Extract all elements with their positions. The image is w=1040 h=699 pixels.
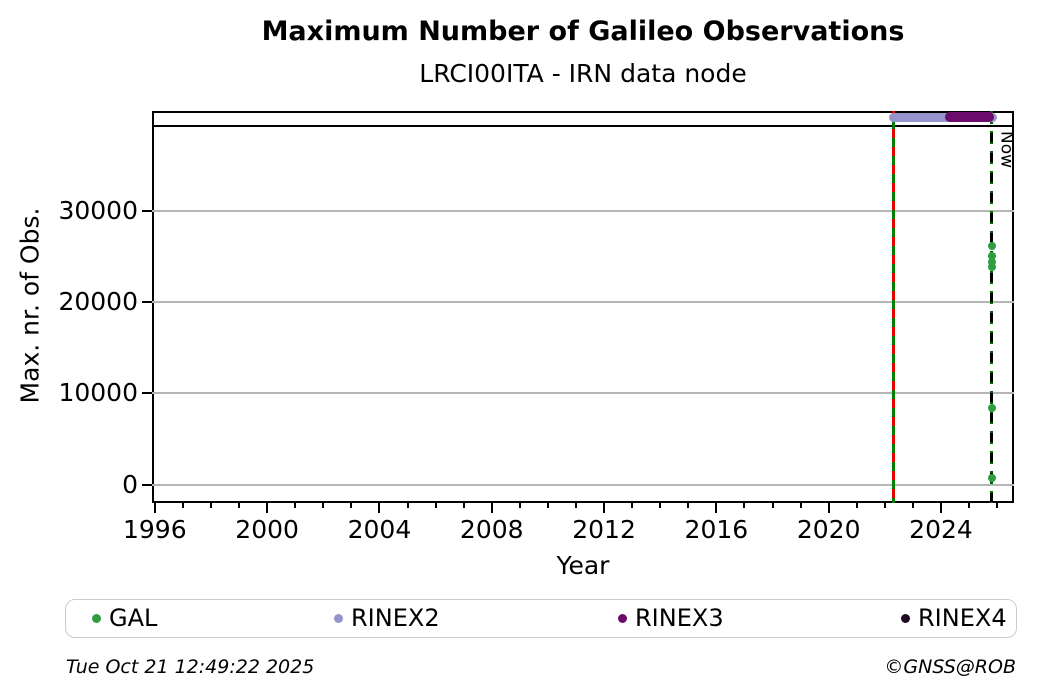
chart-subtitle: LRCI00ITA - IRN data node bbox=[419, 59, 747, 88]
legend-label: RINEX3 bbox=[635, 604, 724, 632]
x-minor-tick bbox=[490, 503, 493, 508]
x-minor-tick bbox=[968, 503, 971, 508]
x-tick-label: 2000 bbox=[235, 515, 299, 544]
y-tick-label: 0 bbox=[122, 469, 138, 499]
plot-area: Now bbox=[152, 111, 1017, 503]
x-minor-tick bbox=[687, 503, 690, 508]
x-minor-tick bbox=[518, 503, 521, 508]
x-minor-tick bbox=[153, 503, 156, 508]
gal-data-point bbox=[987, 263, 996, 272]
x-minor-tick bbox=[715, 503, 718, 508]
gridline bbox=[152, 483, 1014, 486]
x-minor-tick bbox=[883, 503, 886, 508]
gal-data-point bbox=[987, 257, 996, 266]
x-minor-tick bbox=[434, 503, 437, 508]
x-minor-tick bbox=[209, 503, 212, 508]
y-axis-label: Max. nr. of Obs. bbox=[15, 207, 45, 404]
gal-data-point bbox=[987, 252, 996, 261]
x-major-tick bbox=[827, 503, 830, 513]
gal-data-point bbox=[987, 242, 996, 251]
x-tick-label: 2004 bbox=[347, 515, 412, 544]
legend-label: GAL bbox=[109, 604, 158, 632]
y-tick bbox=[142, 392, 152, 395]
now-line-label: Now bbox=[996, 131, 1017, 169]
x-minor-tick bbox=[743, 503, 746, 508]
chart-title: Maximum Number of Galileo Observations bbox=[261, 16, 905, 47]
x-minor-tick bbox=[406, 503, 409, 508]
x-minor-tick bbox=[238, 503, 241, 508]
x-minor-tick bbox=[462, 503, 465, 508]
x-minor-tick bbox=[827, 503, 830, 508]
x-minor-tick bbox=[546, 503, 549, 508]
x-minor-tick bbox=[266, 503, 269, 508]
x-major-tick bbox=[266, 503, 269, 513]
now-line bbox=[990, 111, 994, 503]
rinex3-availability-bar bbox=[945, 112, 995, 122]
legend: GAL RINEX2 RINEX3 RINEX4 bbox=[65, 599, 1017, 638]
x-minor-tick bbox=[911, 503, 914, 508]
plot-timestamp: Tue Oct 21 12:49:22 2025 bbox=[66, 656, 315, 678]
x-minor-tick bbox=[574, 503, 577, 508]
rinex2-availability-bar bbox=[889, 113, 997, 122]
x-tick-label: 2016 bbox=[684, 515, 749, 544]
gridline bbox=[152, 209, 1014, 212]
y-tick bbox=[142, 483, 152, 486]
rinex4-marker-icon bbox=[901, 614, 910, 623]
x-axis-label: Year bbox=[556, 551, 610, 580]
x-major-tick bbox=[603, 503, 606, 513]
x-major-tick bbox=[939, 503, 942, 513]
x-minor-tick bbox=[996, 503, 999, 508]
gal-data-point bbox=[987, 403, 996, 412]
x-major-tick bbox=[490, 503, 493, 513]
x-minor-tick bbox=[631, 503, 634, 508]
x-minor-tick bbox=[322, 503, 325, 508]
x-minor-tick bbox=[350, 503, 353, 508]
x-tick-label: 2024 bbox=[909, 515, 973, 544]
x-tick-label: 2012 bbox=[572, 515, 636, 544]
legend-label: RINEX2 bbox=[351, 604, 440, 632]
gal-marker-icon bbox=[92, 614, 101, 623]
plot-frame bbox=[152, 111, 1014, 503]
gridline bbox=[152, 300, 1014, 303]
y-tick bbox=[142, 300, 152, 303]
legend-label: RINEX4 bbox=[918, 604, 1007, 632]
rinex3-marker-icon bbox=[618, 614, 627, 623]
equipment-change-line bbox=[891, 111, 895, 503]
x-tick-label: 2008 bbox=[459, 515, 524, 544]
rinex2-marker-icon bbox=[334, 614, 343, 623]
x-major-tick bbox=[378, 503, 381, 513]
x-tick-label: 2020 bbox=[796, 515, 861, 544]
x-tick-label: 1996 bbox=[122, 515, 187, 544]
x-minor-tick bbox=[603, 503, 606, 508]
x-minor-tick bbox=[939, 503, 942, 508]
gal-data-point bbox=[987, 474, 996, 483]
x-major-tick bbox=[153, 503, 156, 513]
x-minor-tick bbox=[771, 503, 774, 508]
y-tick bbox=[142, 209, 152, 212]
x-minor-tick bbox=[378, 503, 381, 508]
x-minor-tick bbox=[799, 503, 802, 508]
x-minor-tick bbox=[294, 503, 297, 508]
copyright-credit: ©GNSS@ROB bbox=[884, 656, 1016, 678]
x-minor-tick bbox=[659, 503, 662, 508]
max-obs-reference-line bbox=[152, 124, 1014, 127]
x-major-tick bbox=[715, 503, 718, 513]
gridline bbox=[152, 392, 1014, 395]
x-minor-tick bbox=[181, 503, 184, 508]
x-minor-tick bbox=[855, 503, 858, 508]
